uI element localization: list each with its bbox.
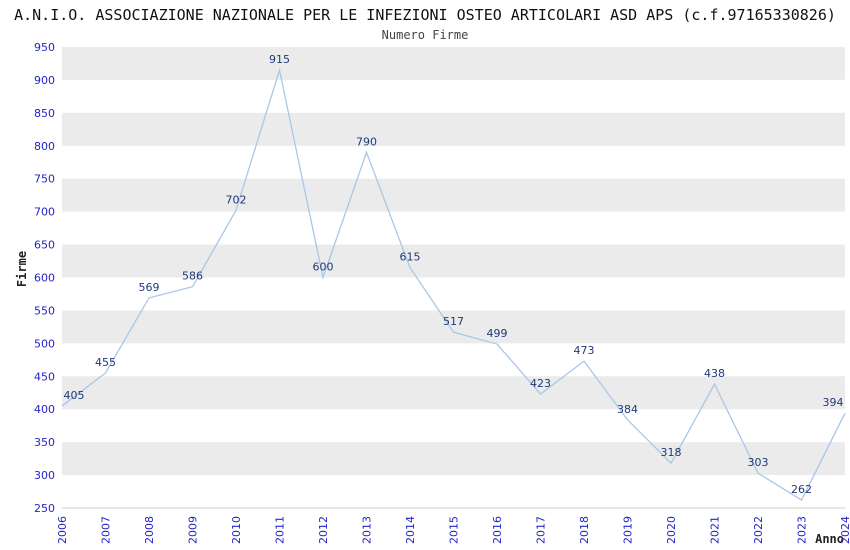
y-tick-label: 650 [34,239,55,252]
y-tick-label: 800 [34,140,55,153]
y-tick-label: 850 [34,107,55,120]
grid-band [62,47,845,80]
data-point-label: 586 [182,270,203,283]
x-tick-label: 2016 [491,516,504,544]
grid-band [62,310,845,344]
y-tick-label: 700 [34,206,55,219]
x-tick-label: 2019 [622,516,635,544]
y-tick-label: 350 [34,436,55,449]
grid-band [62,244,845,278]
data-point-label: 405 [64,389,85,402]
x-tick-label: 2012 [317,516,330,544]
grid-band [62,178,845,212]
grid-band [62,376,845,410]
y-tick-label: 450 [34,370,55,383]
x-tick-label: 2021 [709,516,722,544]
x-tick-label: 2023 [796,516,809,544]
y-tick-label: 950 [34,41,55,54]
data-point-label: 455 [95,356,116,369]
data-point-label: 473 [574,344,595,357]
data-point-label: 262 [791,483,812,496]
y-tick-label: 500 [34,337,55,350]
x-axis-title: Anno [815,532,844,546]
x-tick-label: 2008 [143,516,156,544]
data-point-label: 394 [823,396,844,409]
x-tick-label: 2022 [752,516,765,544]
x-tick-label: 2013 [361,516,374,544]
data-point-label: 615 [400,251,421,264]
x-tick-label: 2011 [274,516,287,544]
data-point-label: 303 [748,456,769,469]
x-tick-label: 2006 [56,516,69,544]
data-point-label: 702 [226,193,247,206]
y-tick-label: 300 [34,469,55,482]
grid-band [62,112,845,146]
y-tick-label: 400 [34,403,55,416]
chart-subtitle: Numero Firme [381,28,469,42]
data-point-label: 600 [313,261,334,274]
y-tick-label: 600 [34,272,55,285]
data-point-label: 438 [704,367,725,380]
y-tick-label: 900 [34,74,55,87]
x-tick-label: 2010 [230,516,243,544]
x-tick-label: 2015 [448,516,461,544]
x-tick-label: 2020 [665,516,678,544]
y-tick-label: 250 [34,502,55,515]
data-line [61,67,846,502]
x-tick-label: 2024 [839,516,850,544]
data-point-label: 915 [269,53,290,66]
y-tick-label: 750 [34,173,55,186]
y-tick-label: 550 [34,304,55,317]
x-tick-label: 2017 [535,516,548,544]
data-point-label: 569 [139,281,160,294]
data-point-label: 790 [356,135,377,148]
data-point-label: 384 [617,403,638,416]
grid-band [62,442,845,476]
x-tick-label: 2009 [187,516,200,544]
x-tick-label: 2007 [100,516,113,544]
x-tick-label: 2014 [404,516,417,544]
data-point-label: 318 [661,446,682,459]
x-tick-label: 2018 [578,516,591,544]
data-point-label: 517 [443,315,464,328]
chart-title: A.N.I.O. ASSOCIAZIONE NAZIONALE PER LE I… [14,6,836,24]
data-point-label: 499 [487,327,508,340]
data-point-label: 423 [530,377,551,390]
